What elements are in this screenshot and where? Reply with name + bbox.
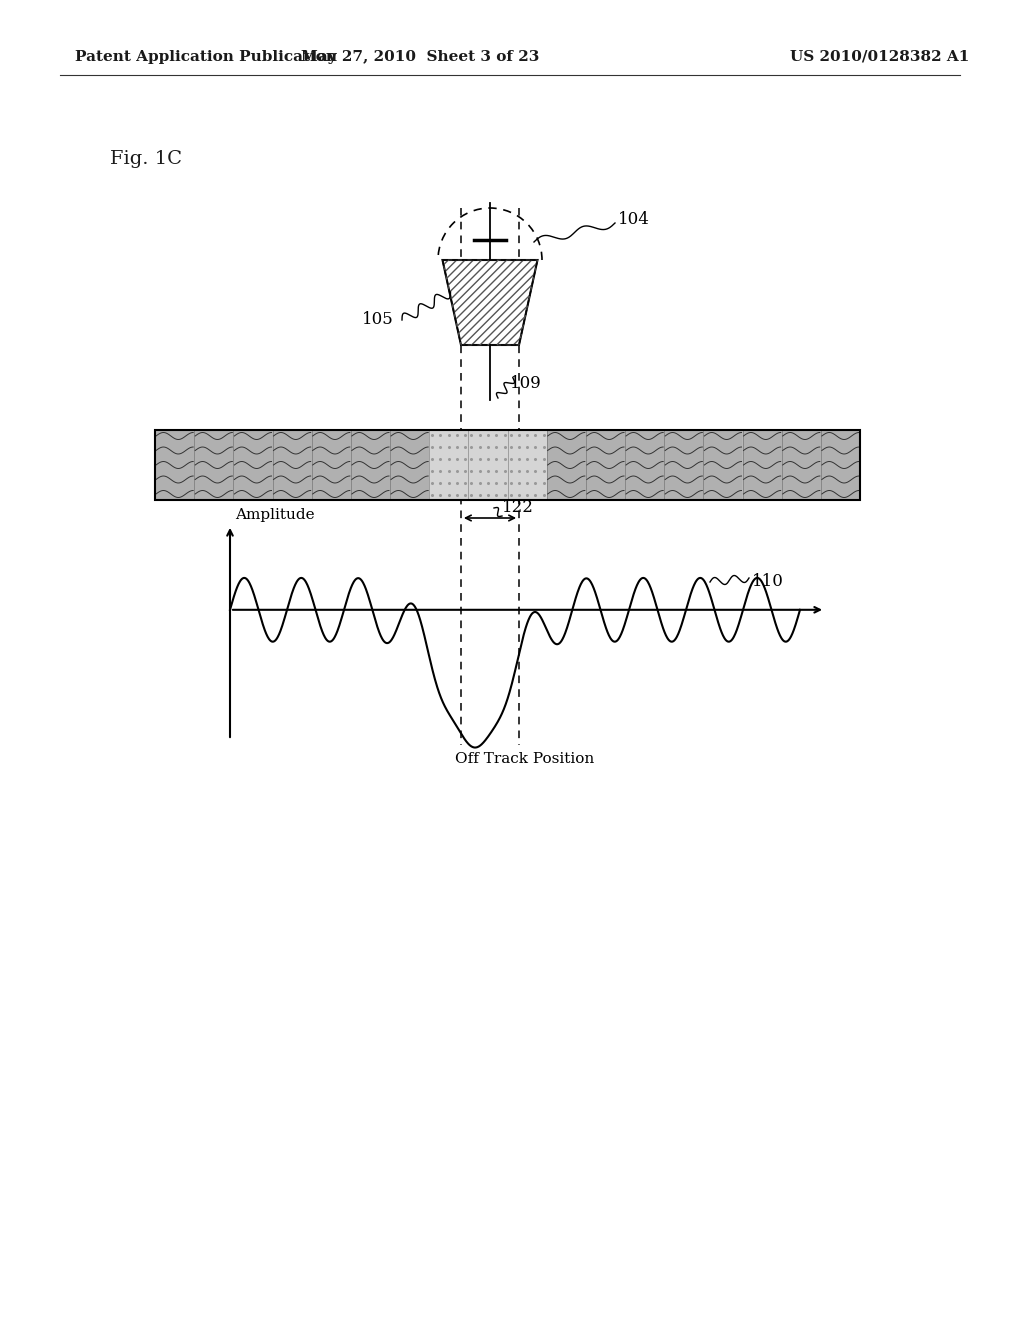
Bar — [821, 430, 860, 500]
Text: May 27, 2010  Sheet 3 of 23: May 27, 2010 Sheet 3 of 23 — [301, 50, 540, 63]
Text: US 2010/0128382 A1: US 2010/0128382 A1 — [790, 50, 970, 63]
Polygon shape — [442, 260, 538, 345]
Bar — [311, 430, 351, 500]
Text: 104: 104 — [618, 211, 650, 228]
Text: 110: 110 — [752, 573, 784, 590]
Bar — [703, 430, 742, 500]
Bar — [195, 430, 233, 500]
Bar — [781, 430, 821, 500]
Bar — [233, 430, 272, 500]
Text: Patent Application Publication: Patent Application Publication — [75, 50, 337, 63]
Text: 105: 105 — [362, 312, 394, 329]
Bar — [390, 430, 429, 500]
Bar — [272, 430, 311, 500]
Text: Off Track Position: Off Track Position — [456, 752, 595, 766]
Bar — [742, 430, 781, 500]
Text: 109: 109 — [510, 375, 542, 392]
Bar — [586, 430, 625, 500]
Text: 122: 122 — [502, 499, 534, 516]
Bar — [429, 430, 468, 500]
Bar — [155, 430, 195, 500]
Bar — [665, 430, 703, 500]
Text: Fig. 1C: Fig. 1C — [110, 150, 182, 168]
Bar — [351, 430, 390, 500]
Bar — [468, 430, 508, 500]
Bar — [547, 430, 586, 500]
Bar — [508, 430, 547, 500]
Bar — [155, 430, 860, 500]
Bar — [625, 430, 665, 500]
Bar — [155, 430, 860, 500]
Text: Amplitude: Amplitude — [234, 508, 314, 521]
